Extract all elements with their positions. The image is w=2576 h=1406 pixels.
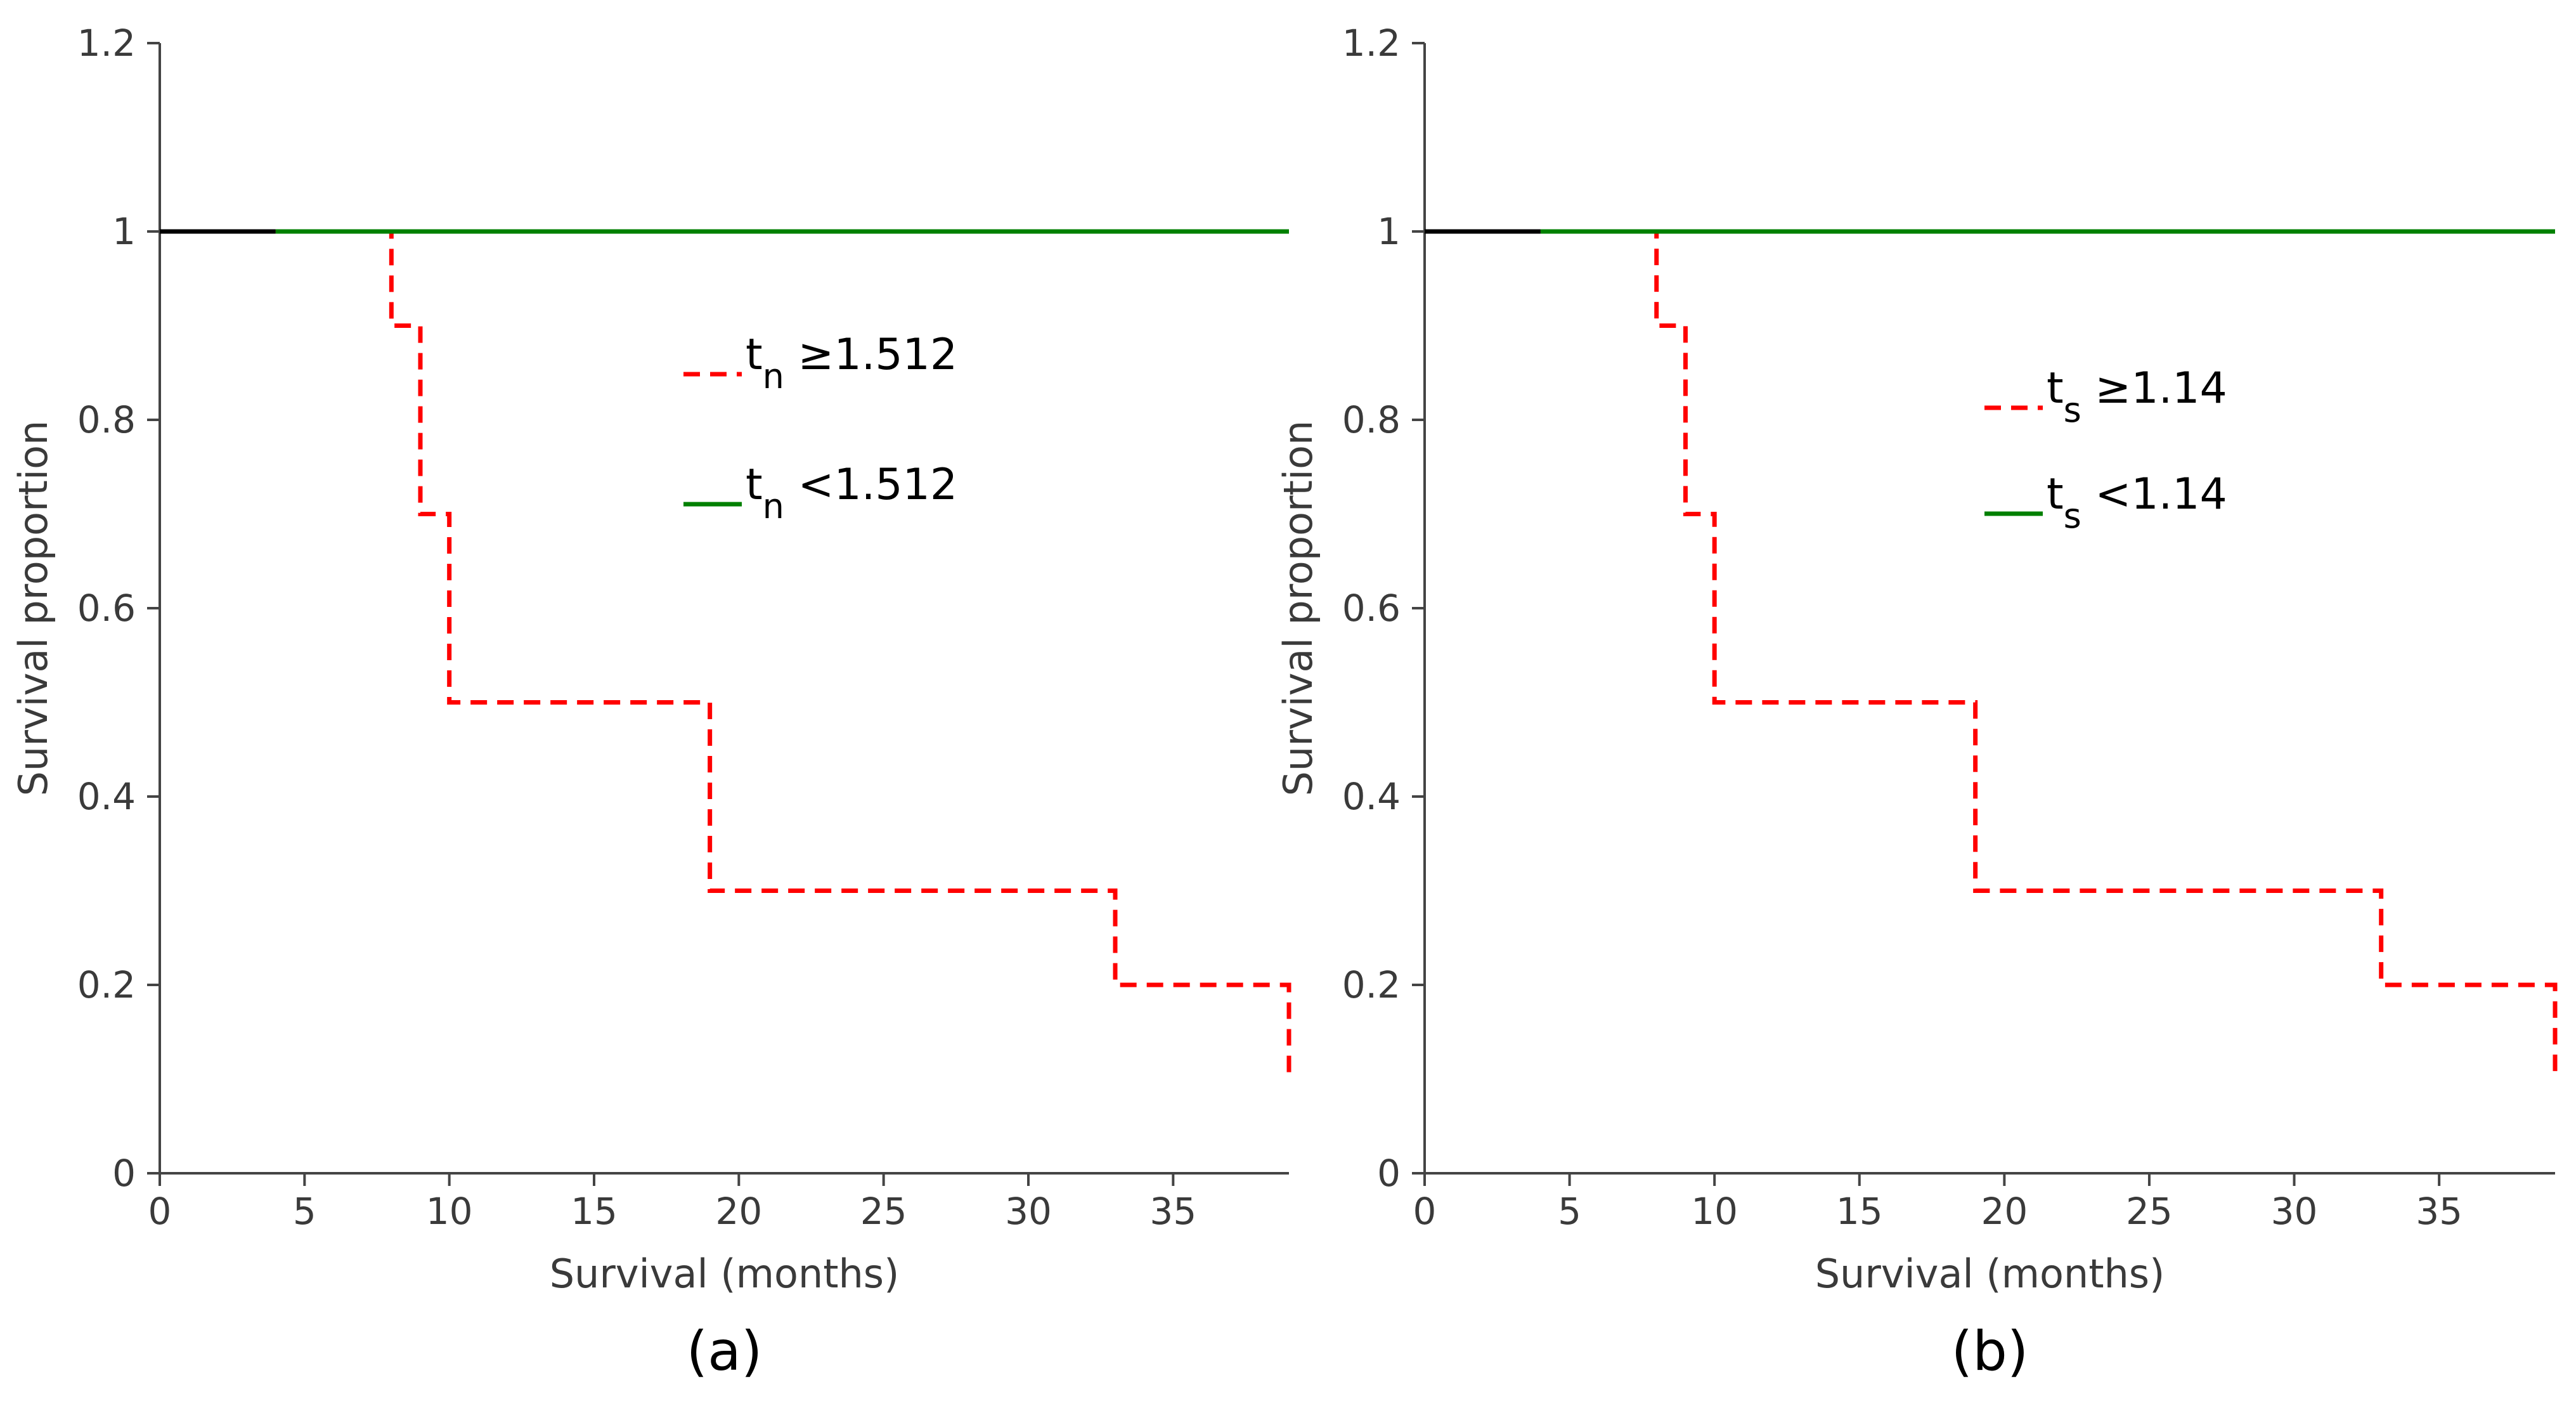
y-tick-label: 0.8 — [1342, 398, 1401, 441]
x-tick-label: 15 — [571, 1190, 618, 1233]
legend-label: tn <1.512 — [746, 460, 957, 526]
panel-b: 0 5 10 15 20 25 30 35 0 0.2 0.4 0.6 0.8 1 1.2 Survival … — [1275, 22, 2558, 1383]
x-tick-label: 10 — [1691, 1190, 1738, 1233]
x-tick-label: 0 — [148, 1190, 172, 1233]
y-tick-label: 0.4 — [77, 775, 136, 818]
legend: tn ≥1.512 tn <1.512 — [683, 330, 957, 526]
y-tick-label: 1.2 — [1342, 22, 1401, 65]
y-tick-label: 0.4 — [1342, 775, 1401, 818]
x-tick-label: 35 — [2416, 1190, 2463, 1233]
x-tick-label: 5 — [293, 1190, 316, 1233]
x-tick-label: 30 — [2271, 1190, 2318, 1233]
legend-label: ts ≥1.14 — [2047, 363, 2227, 430]
series-line-high — [1540, 229, 2558, 1079]
y-tick-label: 1 — [112, 210, 136, 253]
y-tick-label: 0.2 — [77, 963, 136, 1006]
x-tick-label: 10 — [426, 1190, 473, 1233]
series-line-high — [275, 229, 1291, 1079]
y-axis-title: Survival proportion — [10, 420, 56, 797]
legend-label: ts <1.14 — [2047, 469, 2227, 536]
x-tick-label: 25 — [860, 1190, 907, 1233]
legend-label: tn ≥1.512 — [746, 330, 957, 396]
y-tick-label: 0.2 — [1342, 963, 1401, 1006]
x-tick-label: 5 — [1558, 1190, 1581, 1233]
y-tick-label: 0.8 — [77, 398, 136, 441]
x-tick-label: 20 — [1981, 1190, 2028, 1233]
y-tick-label: 0.6 — [1342, 587, 1401, 630]
legend: ts ≥1.14 ts <1.14 — [1984, 363, 2227, 536]
x-tick-label: 20 — [715, 1190, 762, 1233]
panel-a: 0 5 10 15 20 25 30 35 0 0.2 0.4 0.6 0.8 1 1.2 Survival … — [10, 22, 1291, 1383]
x-axis-title: Survival (months) — [1815, 1251, 2165, 1297]
x-tick-label: 0 — [1413, 1190, 1437, 1233]
y-tick-label: 0.6 — [77, 587, 136, 630]
y-tick-label: 0 — [1377, 1152, 1401, 1195]
x-axis-title: Survival (months) — [550, 1251, 900, 1297]
y-tick-label: 0 — [112, 1152, 136, 1195]
x-tick-label: 25 — [2126, 1190, 2173, 1233]
y-tick-label: 1.2 — [77, 22, 136, 65]
panel-label: (b) — [1951, 1320, 2029, 1383]
x-tick-label: 35 — [1149, 1190, 1196, 1233]
y-tick-label: 1 — [1377, 210, 1401, 253]
x-tick-label: 30 — [1005, 1190, 1052, 1233]
y-axis-title: Survival proportion — [1275, 420, 1321, 797]
panel-label: (a) — [687, 1320, 763, 1383]
x-tick-label: 15 — [1836, 1190, 1883, 1233]
